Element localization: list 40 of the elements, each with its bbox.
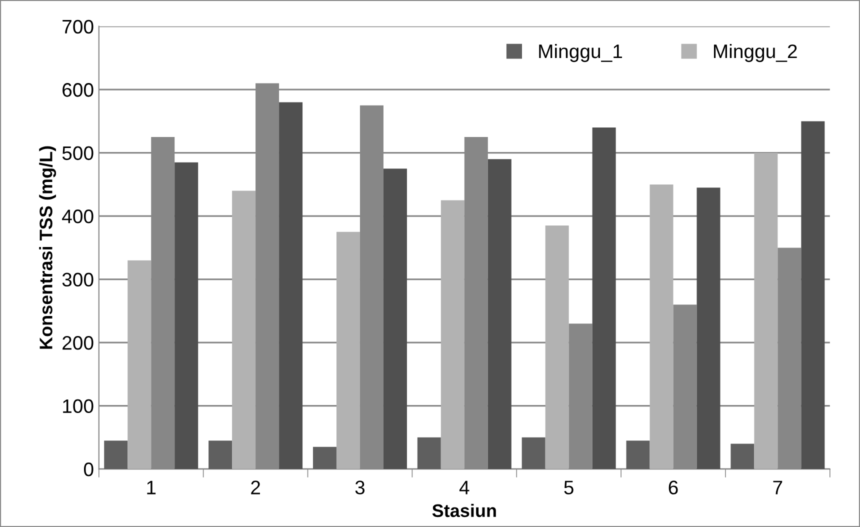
x-tick-label: 5 <box>564 480 574 494</box>
y-tick-label: 500 <box>62 146 94 160</box>
bar <box>592 128 616 470</box>
y-tick-label: 700 <box>62 20 94 34</box>
y-tick-label: 400 <box>62 210 94 224</box>
bar <box>104 440 128 470</box>
bar <box>522 437 546 470</box>
y-axis-title: Konsentrasi TSS (mg/L) <box>39 146 56 349</box>
bar <box>128 260 152 470</box>
bar <box>232 190 256 470</box>
bar <box>754 152 778 470</box>
legend-label: Minggu_2 <box>714 44 797 62</box>
y-tick-label: 600 <box>62 83 94 97</box>
y-tick-label: 200 <box>62 336 94 350</box>
bar <box>650 184 674 470</box>
bar <box>174 162 198 470</box>
bar <box>488 159 512 470</box>
x-tick-label: 2 <box>251 480 260 494</box>
bar <box>208 440 232 470</box>
x-tick-label: 7 <box>773 480 782 494</box>
y-tick-label: 300 <box>62 272 94 287</box>
bar <box>417 437 441 470</box>
x-tick-label: 3 <box>355 480 365 494</box>
x-tick-label: 1 <box>147 480 156 494</box>
y-tick-label: 100 <box>63 399 94 414</box>
y-tick-label: 0 <box>84 462 94 476</box>
bar <box>696 188 720 470</box>
x-tick-label: 6 <box>668 480 678 494</box>
bar <box>730 444 754 470</box>
bar <box>440 200 464 470</box>
bar <box>545 226 569 470</box>
bar <box>383 168 407 470</box>
bar <box>279 102 303 470</box>
bar <box>801 121 825 470</box>
bar <box>626 440 650 470</box>
x-axis-title: Stasiun <box>432 504 496 518</box>
legend-label: Minggu_1 <box>539 44 622 62</box>
x-tick-label: 4 <box>459 480 470 494</box>
bar <box>336 232 360 470</box>
bar <box>312 446 336 470</box>
